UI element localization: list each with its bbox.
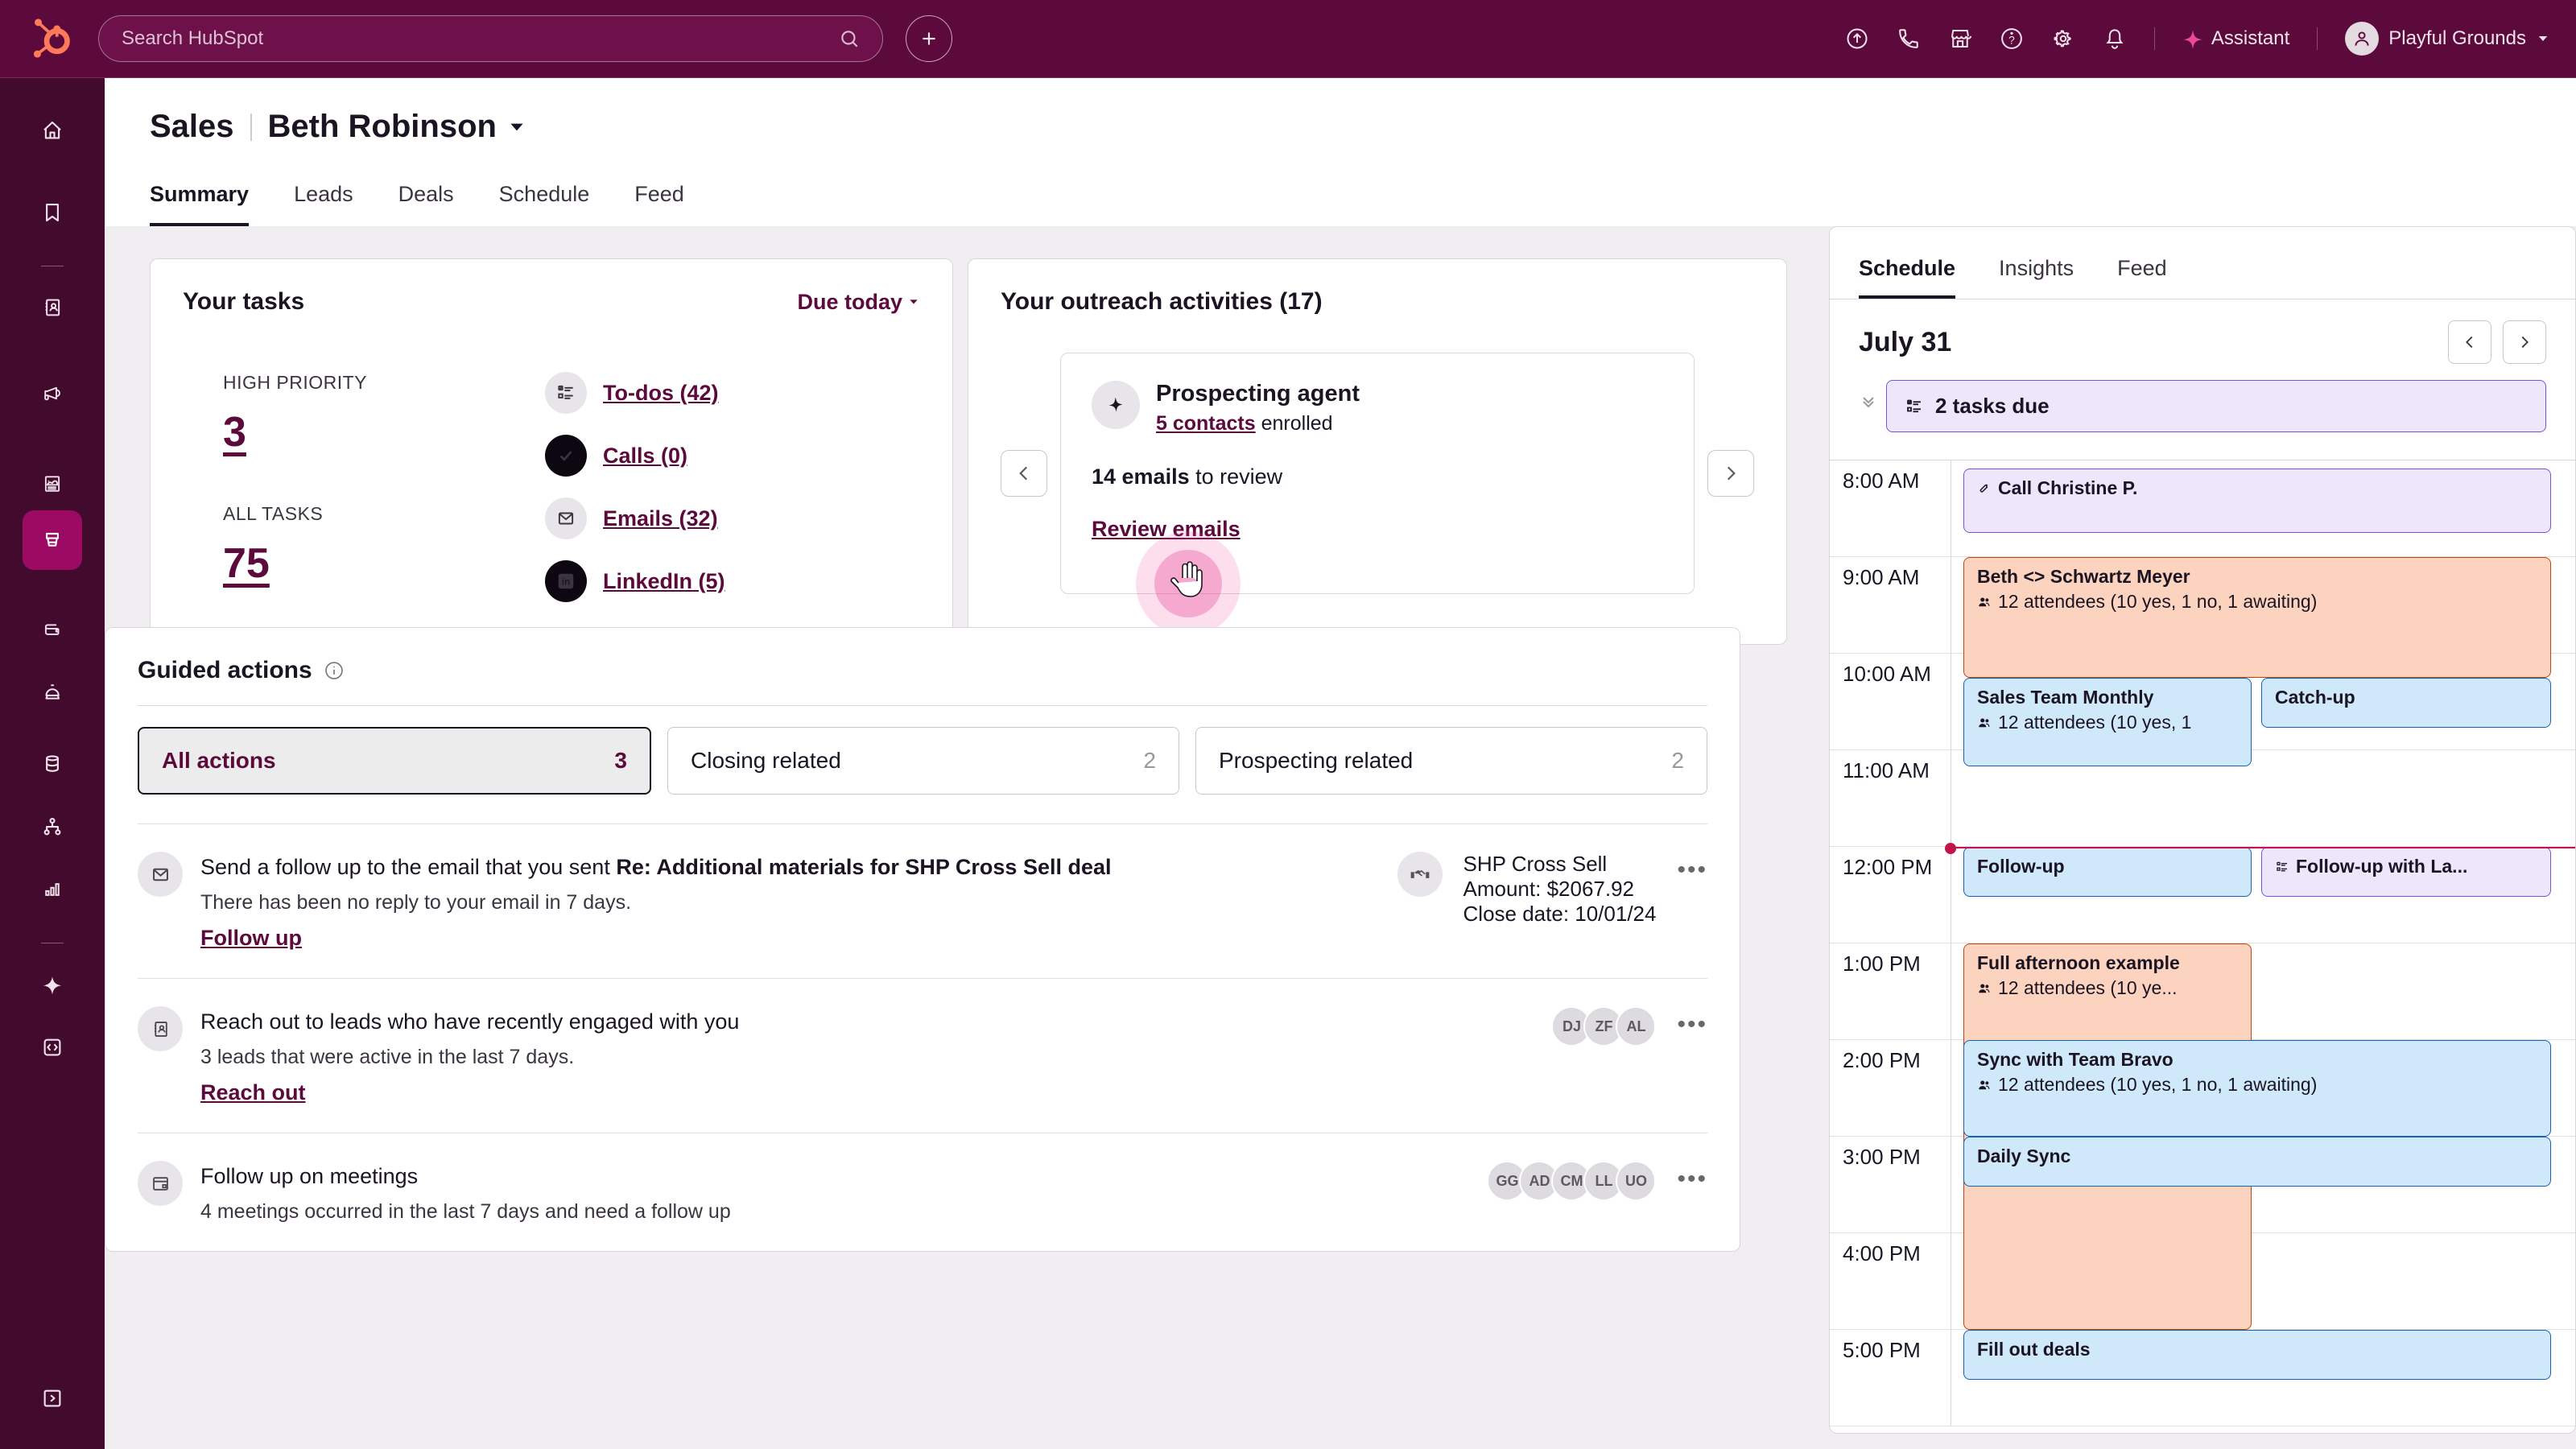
svg-text:in: in [562, 576, 571, 588]
svg-text:?: ? [2008, 34, 2015, 46]
